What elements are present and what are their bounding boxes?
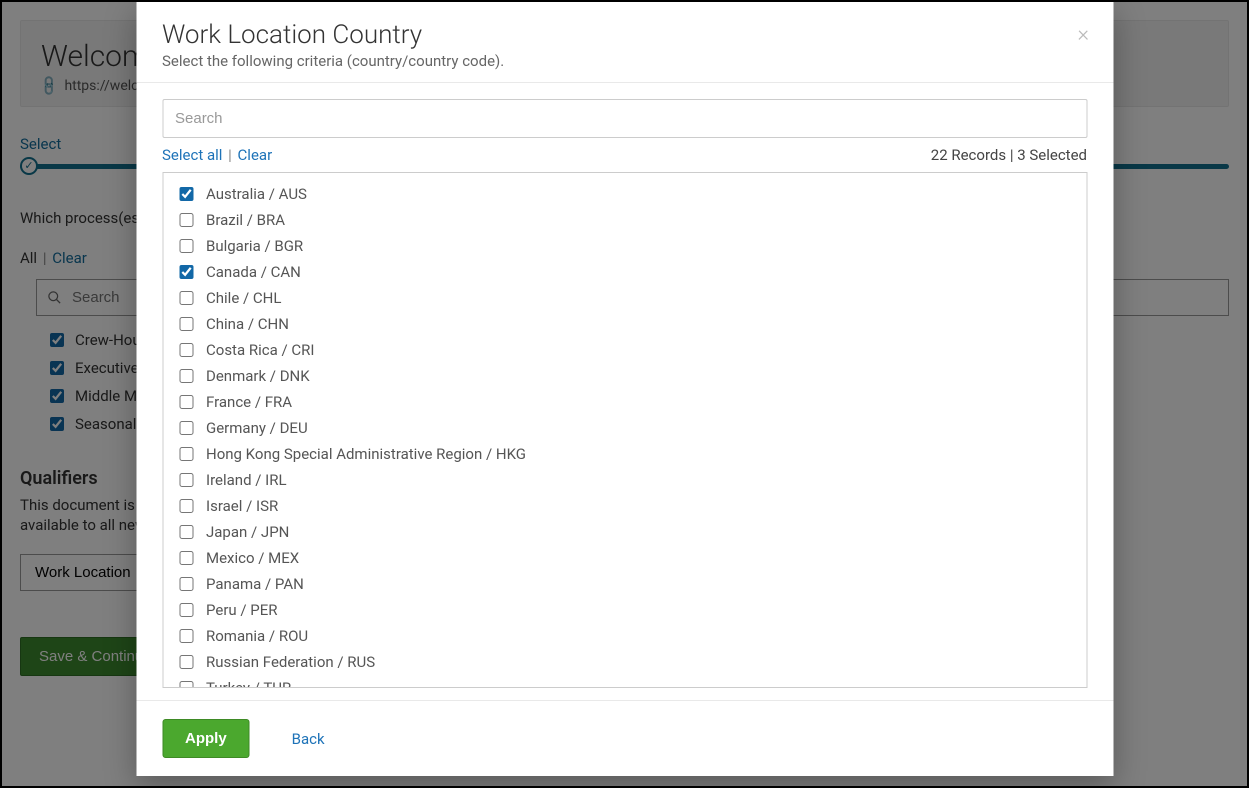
country-item: France / FRA [175, 389, 1074, 415]
country-label: Romania / ROU [206, 627, 308, 645]
country-label: Mexico / MEX [206, 549, 299, 567]
country-label: Israel / ISR [206, 497, 278, 515]
modal-search-input[interactable] [162, 99, 1087, 138]
country-item: Israel / ISR [175, 493, 1074, 519]
clear-link[interactable]: Clear [238, 146, 273, 164]
country-label: Bulgaria / BGR [206, 237, 303, 255]
apply-button[interactable]: Apply [162, 719, 250, 758]
country-item: Germany / DEU [175, 415, 1074, 441]
country-checkbox[interactable] [179, 213, 193, 227]
country-label: Brazil / BRA [206, 211, 285, 229]
modal-title: Work Location Country [162, 20, 1087, 50]
country-item: Australia / AUS [175, 181, 1074, 207]
modal-meta-left: Select all | Clear [162, 146, 272, 164]
country-label: Peru / PER [206, 601, 278, 619]
country-checkbox[interactable] [179, 187, 193, 201]
country-label: France / FRA [206, 393, 292, 411]
country-item: Canada / CAN [175, 259, 1074, 285]
country-label: Denmark / DNK [206, 367, 310, 385]
country-label: Costa Rica / CRI [206, 341, 314, 359]
country-item: Japan / JPN [175, 519, 1074, 545]
country-checkbox[interactable] [179, 265, 193, 279]
country-checkbox[interactable] [179, 291, 193, 305]
back-link[interactable]: Back [292, 730, 325, 748]
country-item: Panama / PAN [175, 571, 1074, 597]
country-checkbox[interactable] [179, 681, 193, 688]
country-checkbox[interactable] [179, 369, 193, 383]
records-count: 22 Records | 3 Selected [931, 146, 1087, 164]
country-item: Romania / ROU [175, 623, 1074, 649]
separator: | [228, 146, 232, 164]
country-item: Chile / CHL [175, 285, 1074, 311]
country-item: Hong Kong Special Administrative Region … [175, 441, 1074, 467]
country-item: Costa Rica / CRI [175, 337, 1074, 363]
country-checkbox[interactable] [179, 629, 193, 643]
country-label: Panama / PAN [206, 575, 304, 593]
country-label: Hong Kong Special Administrative Region … [206, 445, 526, 463]
modal-work-location-country: Work Location Country Select the followi… [136, 2, 1113, 776]
country-item: Peru / PER [175, 597, 1074, 623]
modal-header: Work Location Country Select the followi… [136, 2, 1113, 83]
country-label: Canada / CAN [206, 263, 301, 281]
country-label: Ireland / IRL [206, 471, 287, 489]
modal-subtitle: Select the following criteria (country/c… [162, 52, 1087, 70]
country-checkbox[interactable] [179, 395, 193, 409]
country-label: China / CHN [206, 315, 289, 333]
close-icon[interactable]: × [1077, 22, 1089, 47]
country-label: Turkey / TUR [206, 679, 291, 688]
country-checkbox[interactable] [179, 317, 193, 331]
country-checkbox[interactable] [179, 525, 193, 539]
country-checkbox[interactable] [179, 603, 193, 617]
country-label: Japan / JPN [206, 523, 289, 541]
country-checkbox[interactable] [179, 655, 193, 669]
country-item: Bulgaria / BGR [175, 233, 1074, 259]
modal-body: Select all | Clear 22 Records | 3 Select… [136, 83, 1113, 700]
country-label: Russian Federation / RUS [206, 653, 375, 671]
country-checkbox[interactable] [179, 421, 193, 435]
select-all-link[interactable]: Select all [162, 146, 222, 164]
modal-meta-row: Select all | Clear 22 Records | 3 Select… [162, 146, 1087, 164]
country-checkbox[interactable] [179, 577, 193, 591]
modal-footer: Apply Back [136, 700, 1113, 776]
country-item: Russian Federation / RUS [175, 649, 1074, 675]
country-checkbox[interactable] [179, 473, 193, 487]
country-checkbox[interactable] [179, 343, 193, 357]
country-checkbox[interactable] [179, 499, 193, 513]
country-list[interactable]: Australia / AUS Brazil / BRA Bulgaria / BG… [162, 172, 1087, 688]
country-item: Ireland / IRL [175, 467, 1074, 493]
country-item: China / CHN [175, 311, 1074, 337]
country-label: Australia / AUS [206, 185, 307, 203]
country-checkbox[interactable] [179, 551, 193, 565]
country-item: Turkey / TUR [175, 675, 1074, 688]
country-item: Mexico / MEX [175, 545, 1074, 571]
country-label: Germany / DEU [206, 419, 308, 437]
country-checkbox[interactable] [179, 239, 193, 253]
country-checkbox[interactable] [179, 447, 193, 461]
country-item: Denmark / DNK [175, 363, 1074, 389]
country-item: Brazil / BRA [175, 207, 1074, 233]
country-label: Chile / CHL [206, 289, 281, 307]
